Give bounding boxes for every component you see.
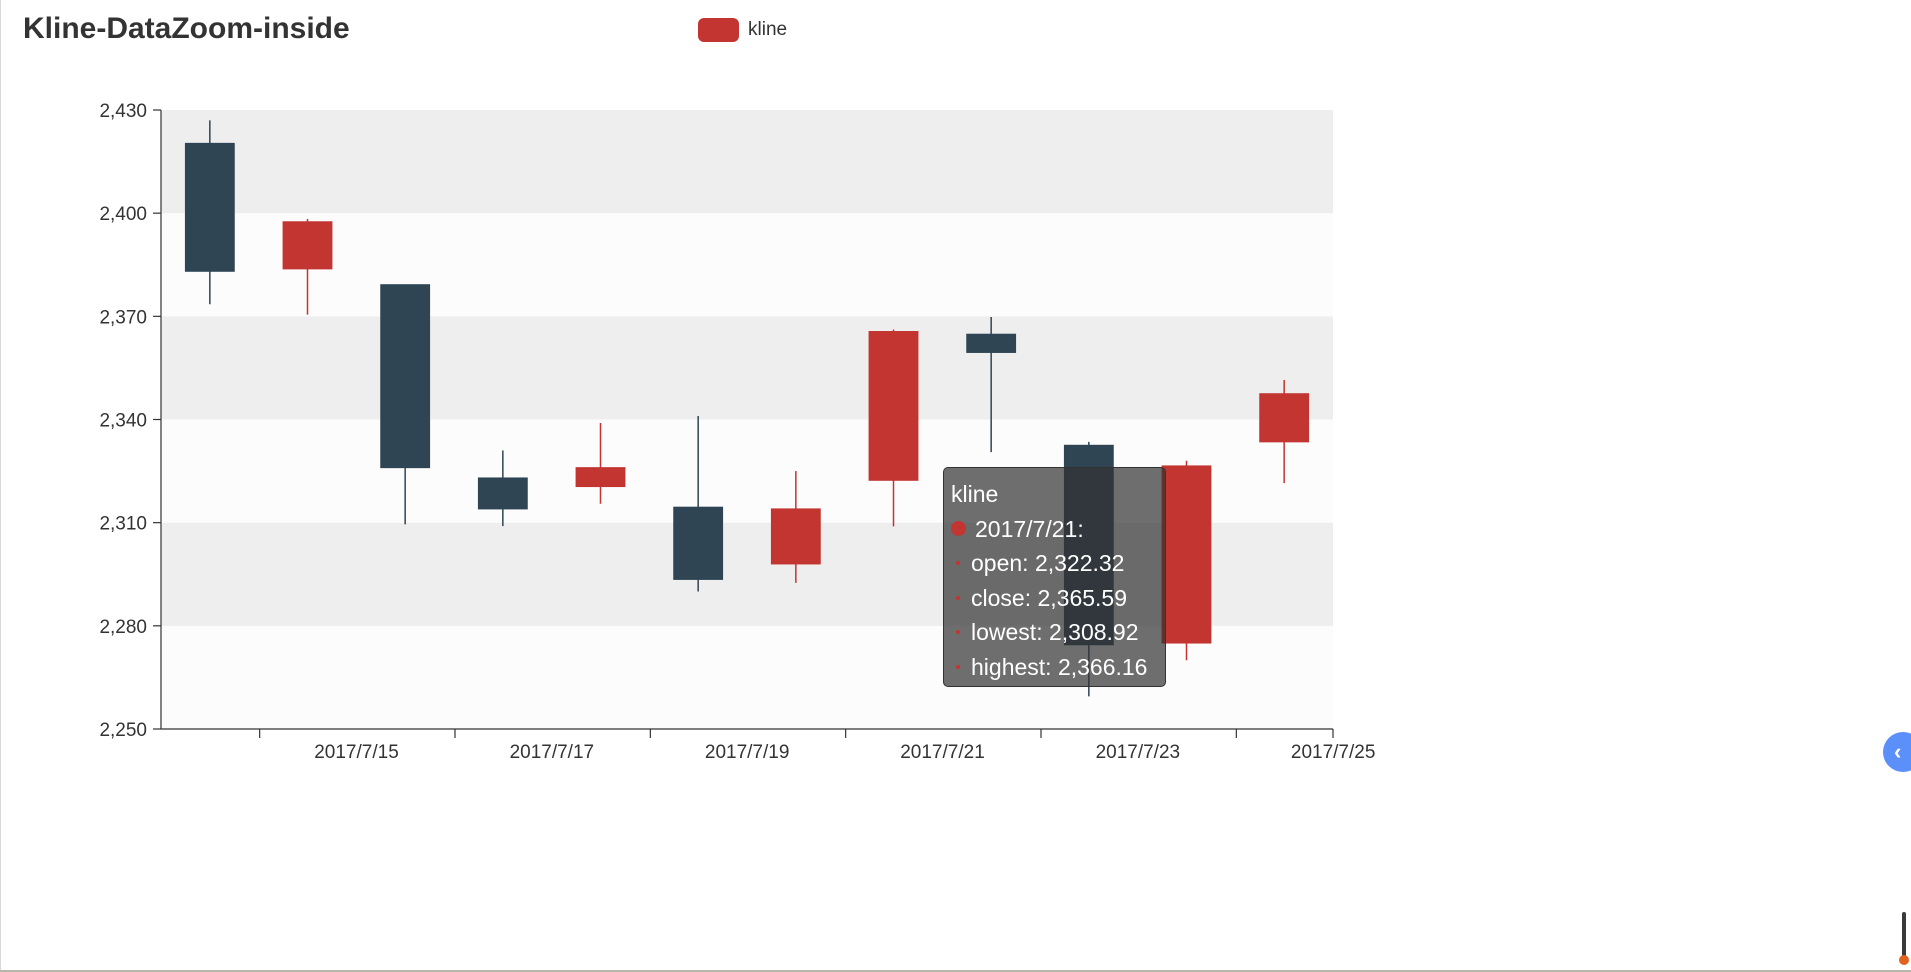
tooltip-date-row: 2017/7/21: — [951, 512, 1158, 547]
y-axis-tick-label: 2,280 — [99, 617, 147, 638]
candle-body — [184, 142, 235, 272]
y-axis-tick-label: 2,430 — [99, 101, 147, 122]
candle-body — [966, 333, 1017, 353]
y-axis-tick-label: 2,370 — [99, 307, 147, 328]
legend-label: kline — [748, 19, 788, 40]
tooltip-close: close: 2,365.59 — [971, 584, 1128, 611]
tooltip-open: open: 2,322.32 — [971, 550, 1125, 576]
chevron-left-icon: ‹ — [1894, 739, 1902, 764]
x-axis-tick-label: 2017/7/23 — [1096, 742, 1181, 763]
tooltip-bullet — [956, 630, 960, 635]
candle-body — [380, 284, 431, 469]
tooltip-lowest: lowest: 2,308.92 — [971, 619, 1139, 645]
frame-bottom-border — [0, 970, 1911, 972]
tooltip-date: 2017/7/21: — [975, 515, 1084, 542]
candle-body — [282, 221, 333, 270]
candle-body — [1259, 393, 1310, 443]
tooltip-open-row: open: 2,322.32 — [951, 546, 1158, 581]
frame-left-border — [0, 0, 1, 972]
x-axis-tick-label: 2017/7/21 — [900, 742, 985, 763]
y-axis-tick-label: 2,250 — [99, 720, 147, 741]
x-axis-tick-label: 2017/7/15 — [314, 742, 399, 763]
grid-band — [161, 213, 1333, 317]
tooltip-series-row: kline — [951, 477, 1158, 512]
thermometer-bulb-icon — [1899, 955, 1909, 965]
legend-item-kline[interactable]: kline — [698, 18, 787, 42]
candle-body — [868, 330, 919, 481]
tooltip-bullet — [956, 561, 960, 566]
chart-title: Kline-DataZoom-inside — [23, 12, 350, 45]
tooltip-series-dot — [951, 521, 966, 537]
tooltip-lowest-row: lowest: 2,308.92 — [951, 615, 1158, 650]
candle-tooltip: kline 2017/7/21: open: 2,322.32 close: 2… — [943, 467, 1166, 687]
candle-body — [575, 467, 626, 488]
y-axis-tick-label: 2,340 — [99, 411, 147, 432]
tooltip-highest-row: highest: 2,366.16 — [951, 650, 1158, 685]
tooltip-highest: highest: 2,366.16 — [971, 653, 1148, 680]
tooltip-close-row: close: 2,365.59 — [951, 581, 1158, 616]
grid-band — [161, 316, 1333, 420]
candle-body — [1161, 465, 1212, 644]
x-axis-tick-label: 2017/7/25 — [1291, 742, 1376, 763]
x-axis-tick-label: 2017/7/17 — [510, 742, 595, 763]
x-axis-tick-label: 2017/7/19 — [705, 742, 790, 763]
candle-body — [673, 506, 724, 580]
candle-body — [770, 508, 821, 565]
side-panel-toggle-button[interactable]: ‹ — [1883, 732, 1911, 772]
y-axis-tick-label: 2,310 — [99, 514, 147, 535]
tooltip-bullet — [956, 595, 960, 600]
tooltip-bullet — [956, 664, 960, 669]
tooltip-series-name: kline — [951, 481, 999, 507]
candle-body — [477, 477, 528, 510]
y-axis-tick-label: 2,400 — [99, 204, 147, 225]
legend-swatch — [698, 18, 739, 42]
grid-band — [161, 110, 1333, 214]
thermometer-icon — [1902, 912, 1906, 964]
